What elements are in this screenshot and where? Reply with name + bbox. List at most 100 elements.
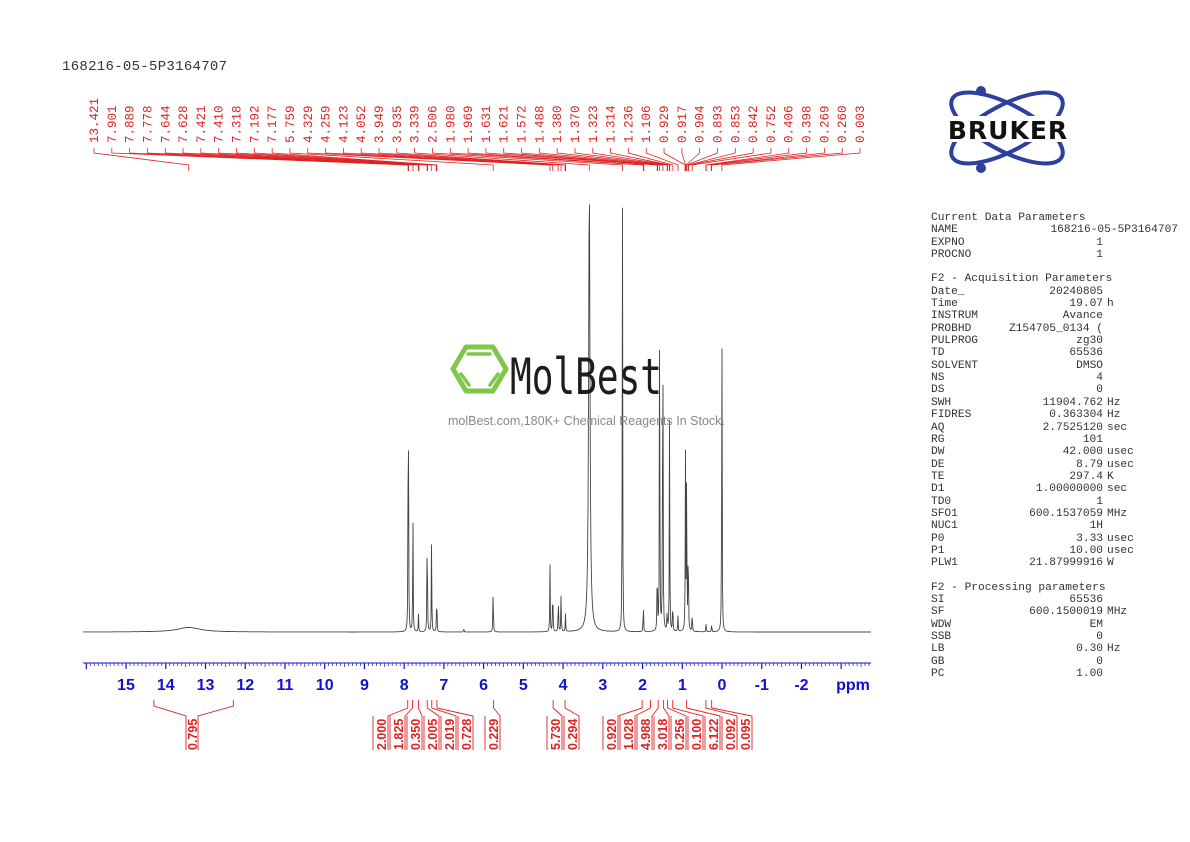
peak-label: 7.889 <box>124 105 138 143</box>
peak-label: 1.323 <box>587 105 601 143</box>
integral-value: 4.988 <box>639 719 653 750</box>
parameter-value: 21.87999916 <box>1029 557 1103 570</box>
parameter-value: 1.00000000 <box>1035 483 1103 496</box>
parameter-unit: usec <box>1107 446 1134 459</box>
spectrum-trace <box>83 204 871 633</box>
parameter-row: DS 0 <box>931 384 1141 396</box>
integral-value: 0.294 <box>566 719 580 750</box>
integral-value: 0.920 <box>605 719 619 750</box>
peak-label: 4.123 <box>337 105 351 143</box>
parameter-row: NAME 168216-05-5P3164707 <box>931 224 1178 236</box>
integral-value: 2.005 <box>426 719 440 750</box>
parameter-key: P1 <box>931 544 945 557</box>
parameter-key: P0 <box>931 532 945 545</box>
parameter-key: PROCNO <box>931 249 972 262</box>
axis-tick-label: 8 <box>400 677 409 694</box>
peak-label: 0.842 <box>747 105 761 143</box>
parameter-value: 1H <box>1089 520 1103 533</box>
peak-label: 7.177 <box>266 105 280 143</box>
parameter-value: 0.30 <box>1076 643 1103 656</box>
parameter-value: 1 <box>1096 495 1103 508</box>
parameter-key: FIDRES <box>931 409 972 422</box>
electron-icon <box>976 86 986 96</box>
parameter-value: DMSO <box>1076 359 1103 372</box>
peak-label: 0.917 <box>676 105 690 143</box>
parameter-unit: usec <box>1107 532 1134 545</box>
parameter-value: 65536 <box>1069 347 1103 360</box>
axis-tick-label: -1 <box>755 677 769 694</box>
parameter-row: GB 0 <box>931 656 1141 668</box>
parameter-unit: W <box>1107 557 1114 570</box>
axis-tick-label: 11 <box>277 677 294 694</box>
acquisition-parameters-heading: F2 - Acquisition Parameters <box>931 273 1113 286</box>
parameter-key: SOLVENT <box>931 359 978 372</box>
watermark-tagline: molBest.com,180K+ Chemical Reagents In S… <box>448 414 725 428</box>
axis-tick-label: 5 <box>519 677 528 694</box>
parameter-row: SF 600.1500019 MHz <box>931 606 1141 618</box>
integral-value: 3.018 <box>656 719 670 750</box>
peak-label: 2.506 <box>426 105 440 143</box>
parameter-value: 0 <box>1096 631 1103 643</box>
parameter-row: PROBHD Z154705_0134 ( <box>931 323 1141 335</box>
parameter-unit: usec <box>1107 544 1134 557</box>
integral-value: 5.730 <box>549 719 563 750</box>
parameter-value: 8.79 <box>1076 458 1103 471</box>
integral-value: 6.122 <box>707 719 721 750</box>
parameter-row: SOLVENT DMSO <box>931 360 1141 372</box>
parameter-unit: sec <box>1107 483 1128 496</box>
peak-label: 0.003 <box>854 105 868 143</box>
peak-label: 13.421 <box>88 98 102 143</box>
peak-label: 1.969 <box>462 105 476 143</box>
axis-tick-label: 7 <box>439 677 448 694</box>
integrals: 0.795 2.000 1.825 0.350 2.005 2.019 0.728 0.229… <box>153 700 753 750</box>
parameter-key: NUC1 <box>931 520 958 533</box>
parameter-row: NS 4 <box>931 372 1141 384</box>
parameter-key: SSB <box>931 631 952 643</box>
parameter-value: 600.1537059 <box>1029 507 1103 520</box>
bruker-wordmark: BRUKER <box>948 116 1068 145</box>
parameter-key: PC <box>931 668 945 681</box>
axis-tick-label: 4 <box>559 677 568 694</box>
parameter-value: 101 <box>1082 433 1103 446</box>
parameter-value: 11904.762 <box>1042 396 1103 409</box>
parameter-key: AQ <box>931 421 945 434</box>
axis-tick-label: 0 <box>718 677 727 694</box>
parameter-row: RG 101 <box>931 434 1141 446</box>
peak-label: 7.192 <box>248 105 262 143</box>
peak-label: 1.980 <box>444 105 458 143</box>
peak-label: 0.853 <box>729 105 743 143</box>
parameter-row: TD 65536 <box>931 347 1141 359</box>
peak-label: 7.901 <box>106 105 120 143</box>
parameter-row: TD0 1 <box>931 496 1141 508</box>
axis-tick-label: 6 <box>479 677 488 694</box>
parameter-unit: Hz <box>1107 643 1121 656</box>
peak-label: 1.236 <box>622 105 636 143</box>
parameter-key: SF <box>931 606 945 619</box>
peak-label: 4.052 <box>355 105 369 143</box>
peak-label: 4.329 <box>302 105 316 143</box>
parameter-value: 297.4 <box>1069 470 1103 483</box>
parameter-value: 0 <box>1096 655 1103 668</box>
parameter-key: WDW <box>931 618 952 631</box>
axis-tick-label: -2 <box>794 677 808 694</box>
parameter-key: PROBHD <box>931 322 972 335</box>
acquisition-parameters-panel: Current Data Parameters NAME 168216-05-5P3… <box>931 212 1178 681</box>
parameter-key: PULPROG <box>931 335 978 348</box>
axis-tick-label: 13 <box>197 677 215 694</box>
parameter-value: 3.33 <box>1076 532 1103 545</box>
parameter-row: AQ 2.7525120 sec <box>931 422 1141 434</box>
parameter-row: P0 3.33 usec <box>931 533 1141 545</box>
parameter-row: SFO1 600.1537059 MHz <box>931 508 1141 520</box>
axis-tick-label: 3 <box>598 677 607 694</box>
hexagon-icon <box>450 344 509 394</box>
parameter-row: PLW1 21.87999916 W <box>931 557 1141 569</box>
peak-label: 7.644 <box>159 105 173 143</box>
peak-label: 1.572 <box>516 105 530 143</box>
parameter-key: SWH <box>931 396 952 409</box>
parameter-row: P1 10.00 usec <box>931 545 1141 557</box>
parameter-row: FIDRES 0.363304 Hz <box>931 409 1141 421</box>
integral-value: 2.000 <box>375 719 389 750</box>
peak-label: 0.904 <box>694 105 708 143</box>
parameter-row: PULPROG zg30 <box>931 335 1141 347</box>
